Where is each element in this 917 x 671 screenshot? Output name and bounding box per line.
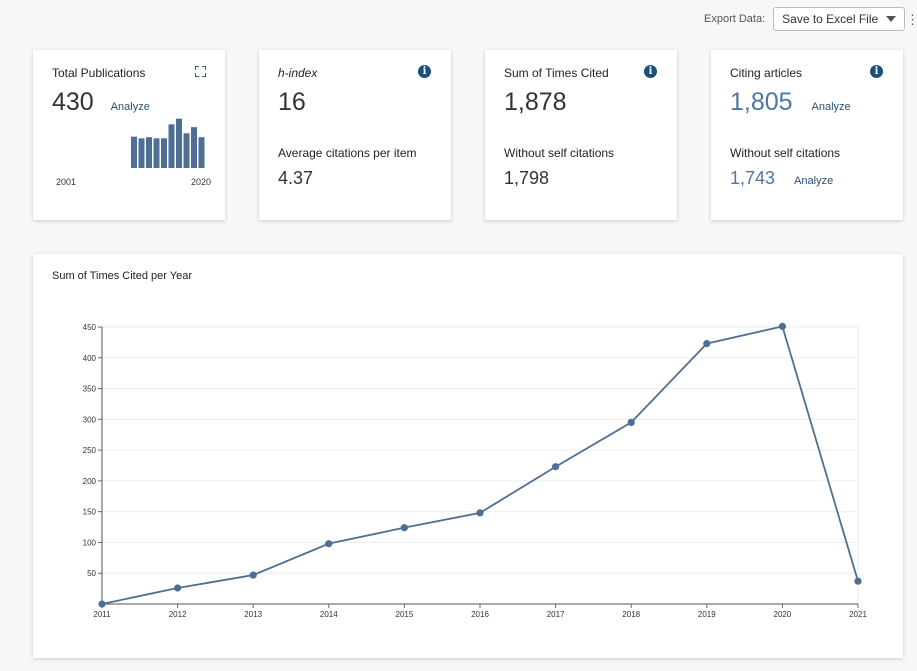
sum-times-cited-value: 1,878 <box>504 88 567 116</box>
without-self-citations-value: 1,798 <box>504 168 550 188</box>
mini-bar <box>138 138 145 168</box>
x-tick-label: 2011 <box>93 610 111 619</box>
export-data: Export Data: Save to Excel File <box>704 7 906 31</box>
x-tick-label: 2017 <box>547 610 565 619</box>
x-tick-label: 2015 <box>396 610 414 619</box>
series-line <box>101 325 859 605</box>
citing-without-self-number: 1,743 <box>730 168 776 188</box>
card-title: Sum of Times Cited <box>504 66 609 80</box>
x-tick-label: 2020 <box>774 610 792 619</box>
data-point[interactable] <box>854 577 862 585</box>
mini-bar <box>161 138 167 168</box>
average-citations-value: 4.37 <box>278 168 314 188</box>
x-tick-label: 2012 <box>169 610 187 619</box>
citing-without-self-value: 1,743 Analyze <box>730 168 833 189</box>
without-self-citations-label: Without self citations <box>504 146 615 160</box>
total-publications-value: 430 Analyze <box>52 88 150 117</box>
data-point[interactable] <box>400 524 408 532</box>
data-point[interactable] <box>552 463 560 471</box>
card-title: Total Publications <box>52 66 146 80</box>
data-point[interactable] <box>627 418 635 427</box>
y-tick-label: 250 <box>83 446 97 455</box>
y-tick-label: 50 <box>87 569 96 578</box>
mini-bar <box>183 133 190 168</box>
x-tick-label: 2021 <box>849 610 867 619</box>
data-point[interactable] <box>98 600 106 608</box>
chart-title: Sum of Times Cited per Year <box>52 270 193 282</box>
data-point[interactable] <box>476 509 484 517</box>
card-title: Citing articles <box>730 66 803 80</box>
y-tick-label: 200 <box>83 477 97 486</box>
analyze-link[interactable]: Analyze <box>110 101 150 113</box>
h-index-card: h-index i 16 Average citations per item … <box>259 50 451 220</box>
data-point[interactable] <box>174 584 182 592</box>
citing-without-self-label: Without self citations <box>730 146 841 160</box>
y-tick-label: 300 <box>83 415 97 424</box>
start-year: 2001 <box>56 177 77 187</box>
info-icon[interactable]: i <box>418 65 431 78</box>
mini-bar <box>191 127 197 168</box>
column-settings-icon[interactable]: ⋮ <box>906 12 917 27</box>
export-select-value: Save to Excel File <box>782 12 879 26</box>
info-icon[interactable]: i <box>870 65 883 78</box>
y-tick-label: 100 <box>83 538 97 547</box>
data-point[interactable] <box>703 340 711 348</box>
sum-times-cited-card: Sum of Times Cited i 1,878 Without self … <box>485 50 677 220</box>
total-publications-card: Total Publications 430 Analyze 2001 2020 <box>33 50 225 220</box>
info-icon[interactable]: i <box>644 65 657 78</box>
h-index-value: 16 <box>278 88 306 116</box>
analyze-link[interactable]: Analyze <box>794 175 834 187</box>
analyze-link[interactable]: Analyze <box>811 101 851 113</box>
x-tick-label: 2018 <box>622 610 640 619</box>
y-tick-label: 150 <box>83 508 97 517</box>
mini-bar <box>168 124 175 168</box>
mini-bar <box>198 137 205 168</box>
x-tick-label: 2013 <box>244 610 262 619</box>
times-cited-chart-card: Sum of Times Cited per Year 50 100 150 200 2… <box>33 254 903 658</box>
data-point[interactable] <box>325 540 333 548</box>
citing-articles-card: Citing articles i 1,805 Analyze Without … <box>711 50 903 220</box>
publications-mini-chart <box>131 118 205 168</box>
expand-icon[interactable] <box>195 66 206 77</box>
end-year: 2020 <box>191 177 212 187</box>
data-point[interactable] <box>249 571 257 579</box>
y-tick-label: 450 <box>83 323 97 332</box>
total-publications-number: 430 <box>52 88 94 116</box>
average-citations-label: Average citations per item <box>278 146 417 160</box>
chevron-down-icon <box>886 16 897 22</box>
mini-bar <box>146 137 152 168</box>
y-tick-label: 400 <box>83 354 97 363</box>
mini-bar <box>176 118 182 168</box>
mini-bar <box>153 138 160 168</box>
data-point[interactable] <box>778 322 787 330</box>
citing-articles-number: 1,805 <box>730 88 793 116</box>
export-label: Export Data: <box>704 13 766 25</box>
mini-bar <box>131 136 137 168</box>
card-title: h-index <box>278 66 318 80</box>
export-format-select[interactable]: Save to Excel File <box>773 7 906 31</box>
x-tick-label: 2019 <box>698 610 716 619</box>
x-tick-label: 2014 <box>320 610 338 619</box>
times-cited-line-chart: 50 100 150 200 250 300 350 400 450 2011 2012 2013 20… <box>83 322 867 619</box>
citing-articles-value: 1,805 Analyze <box>730 88 851 117</box>
x-tick-label: 2016 <box>471 610 489 619</box>
y-tick-label: 350 <box>83 385 97 394</box>
